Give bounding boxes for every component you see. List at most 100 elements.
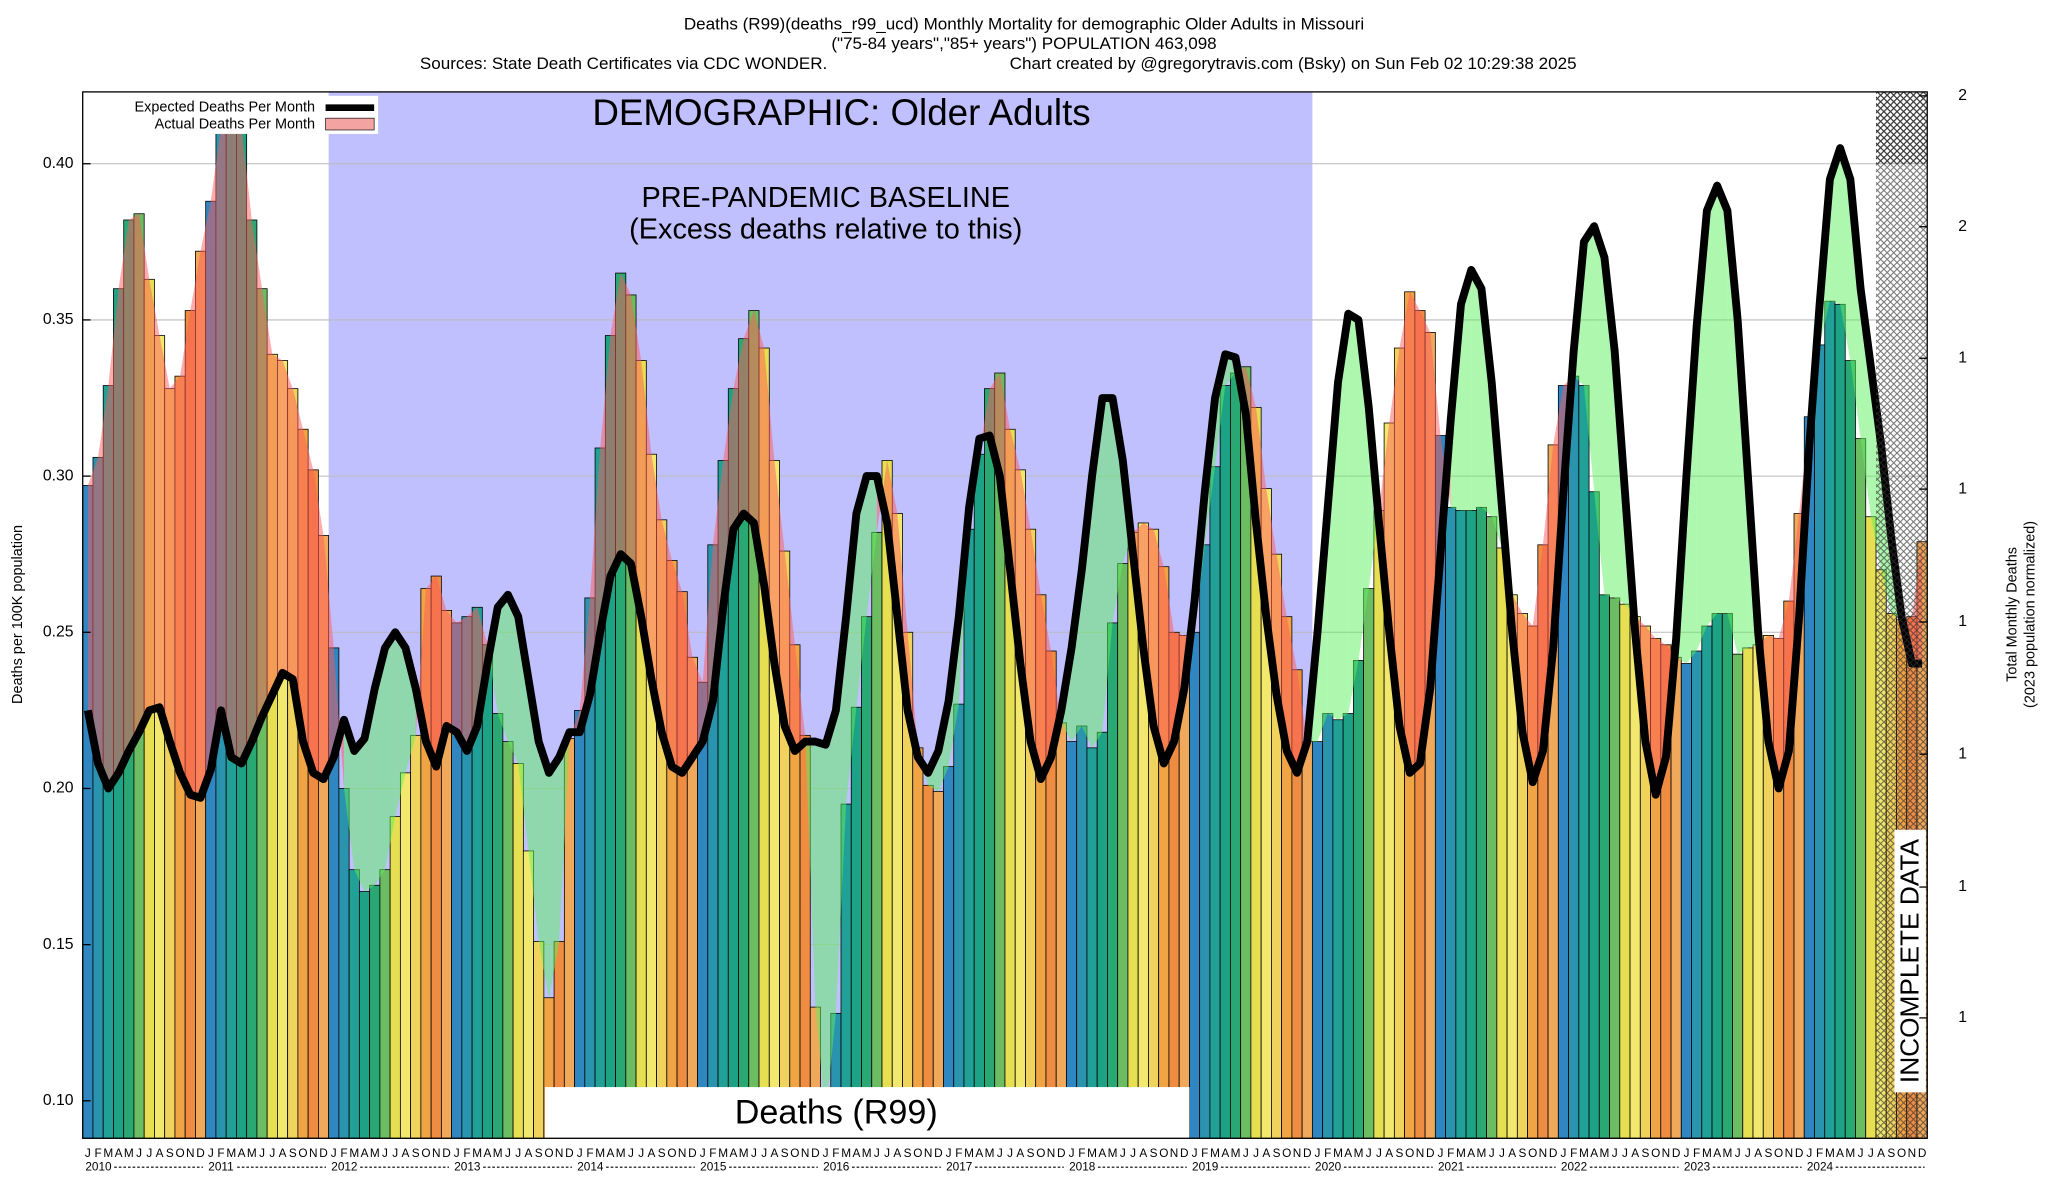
excess-fill xyxy=(282,360,293,680)
cause-box xyxy=(544,1087,1190,1139)
bar xyxy=(1619,603,1631,1139)
x-tick-label: J xyxy=(331,1146,337,1160)
deficit-fill xyxy=(815,741,826,1117)
bar xyxy=(1230,372,1242,1139)
deficit-fill xyxy=(374,647,386,886)
x-tick-label: A xyxy=(770,1146,778,1160)
deficit-fill xyxy=(1840,148,1851,361)
deficit-fill xyxy=(1460,269,1472,511)
excess-fill xyxy=(446,610,457,733)
bar xyxy=(1086,747,1098,1139)
excess-fill xyxy=(456,616,467,751)
bar xyxy=(399,772,412,1139)
x-tick-label: S xyxy=(1027,1146,1035,1160)
y-tick-label: 0.35 xyxy=(43,311,74,328)
bar xyxy=(1691,650,1703,1139)
x-tick-label: D xyxy=(1303,1146,1312,1160)
plot-frame xyxy=(82,91,1928,1139)
x-tick-label: D xyxy=(442,1146,451,1160)
x-tick-label: O xyxy=(1159,1146,1168,1160)
baseline-label: PRE-PANDEMIC BASELINE xyxy=(642,182,1011,214)
x-tick-label: J xyxy=(1499,1146,1505,1160)
excess-fill xyxy=(333,647,345,789)
x-tick-label: J xyxy=(761,1146,767,1160)
excess-fill xyxy=(600,335,611,633)
x-tick-label: A xyxy=(1385,1146,1393,1160)
excess-fill xyxy=(262,288,273,717)
x-tick-label: A xyxy=(607,1146,615,1160)
excess-fill xyxy=(1430,332,1441,689)
excess-fill xyxy=(180,310,191,795)
chart-subtitle: ("75-84 years","85+ years") POPULATION 4… xyxy=(831,34,1216,53)
x-tick-label: J xyxy=(823,1146,829,1160)
x-tick-label: S xyxy=(535,1146,543,1160)
y-axis-label: Deaths per 100K population xyxy=(10,525,26,704)
bar xyxy=(1189,631,1201,1139)
deficit-fill xyxy=(1706,185,1718,627)
bar xyxy=(389,816,401,1139)
x-tick-label: J xyxy=(515,1146,521,1160)
bar xyxy=(1445,506,1457,1139)
bar xyxy=(1721,613,1733,1139)
x-tick-label: D xyxy=(1549,1146,1558,1160)
bar xyxy=(1209,466,1221,1139)
excess-fill xyxy=(436,576,447,767)
excess-fill xyxy=(1030,529,1041,780)
year-label: 2022 xyxy=(1561,1159,1587,1173)
x-tick-label: N xyxy=(309,1146,318,1160)
x-tick-label: O xyxy=(1774,1146,1783,1160)
deficit-fill xyxy=(1327,382,1339,720)
x-tick-label: N xyxy=(1662,1146,1671,1160)
x-tick-label: O xyxy=(790,1146,799,1160)
x-tick-label: M xyxy=(1845,1146,1855,1160)
x-tick-label: A xyxy=(1754,1146,1762,1160)
bar xyxy=(1814,344,1826,1139)
x-tick-label: M xyxy=(1579,1146,1589,1160)
x-tick-label: A xyxy=(1631,1146,1639,1160)
chart-title: Deaths (R99)(deaths_r99_ucd) Monthly Mor… xyxy=(684,14,1364,33)
bar xyxy=(1465,510,1477,1139)
deficit-fill xyxy=(1102,398,1113,733)
year-label: 2016 xyxy=(823,1159,850,1173)
deficit-fill xyxy=(559,732,570,942)
excess-fill xyxy=(221,101,232,758)
x-tick-label: J xyxy=(946,1146,952,1160)
deficit-fill xyxy=(805,735,816,1008)
x-tick-label: D xyxy=(1426,1146,1435,1160)
x-tick-label: M xyxy=(985,1146,995,1160)
year-label: 2019 xyxy=(1192,1159,1218,1173)
deficit-fill xyxy=(856,476,867,708)
bar xyxy=(1127,531,1139,1139)
bar xyxy=(953,703,965,1139)
x-tick-label: A xyxy=(115,1146,123,1160)
x-tick-label: M xyxy=(1108,1146,1118,1160)
x-tick-label: A xyxy=(279,1146,287,1160)
bar xyxy=(1301,741,1313,1139)
bar xyxy=(410,734,422,1139)
bar xyxy=(348,869,360,1139)
excess-fill xyxy=(139,213,150,733)
bar xyxy=(502,741,514,1139)
excess-fill xyxy=(794,644,806,751)
x-tick-label: N xyxy=(432,1146,441,1160)
x-tick-label: M xyxy=(226,1146,236,1160)
bar xyxy=(1824,300,1836,1139)
x-tick-label: A xyxy=(1713,1146,1721,1160)
excess-fill xyxy=(620,273,631,564)
x-tick-label: M xyxy=(247,1146,257,1160)
x-tick-label: A xyxy=(361,1146,369,1160)
x-tick-label: S xyxy=(904,1146,912,1160)
x-tick-label: F xyxy=(1447,1146,1454,1160)
x-tick-label: N xyxy=(555,1146,564,1160)
year-label: 2024 xyxy=(1807,1159,1834,1173)
deficit-fill xyxy=(1594,226,1605,595)
deficit-fill xyxy=(1081,476,1093,748)
bar xyxy=(369,884,381,1139)
bar xyxy=(574,709,586,1139)
demographic-label: DEMOGRAPHIC: Older Adults xyxy=(592,92,1090,133)
x-tick-label: D xyxy=(688,1146,697,1160)
x-tick-label: D xyxy=(1672,1146,1681,1160)
bar xyxy=(1486,516,1498,1139)
excess-fill xyxy=(743,310,754,523)
